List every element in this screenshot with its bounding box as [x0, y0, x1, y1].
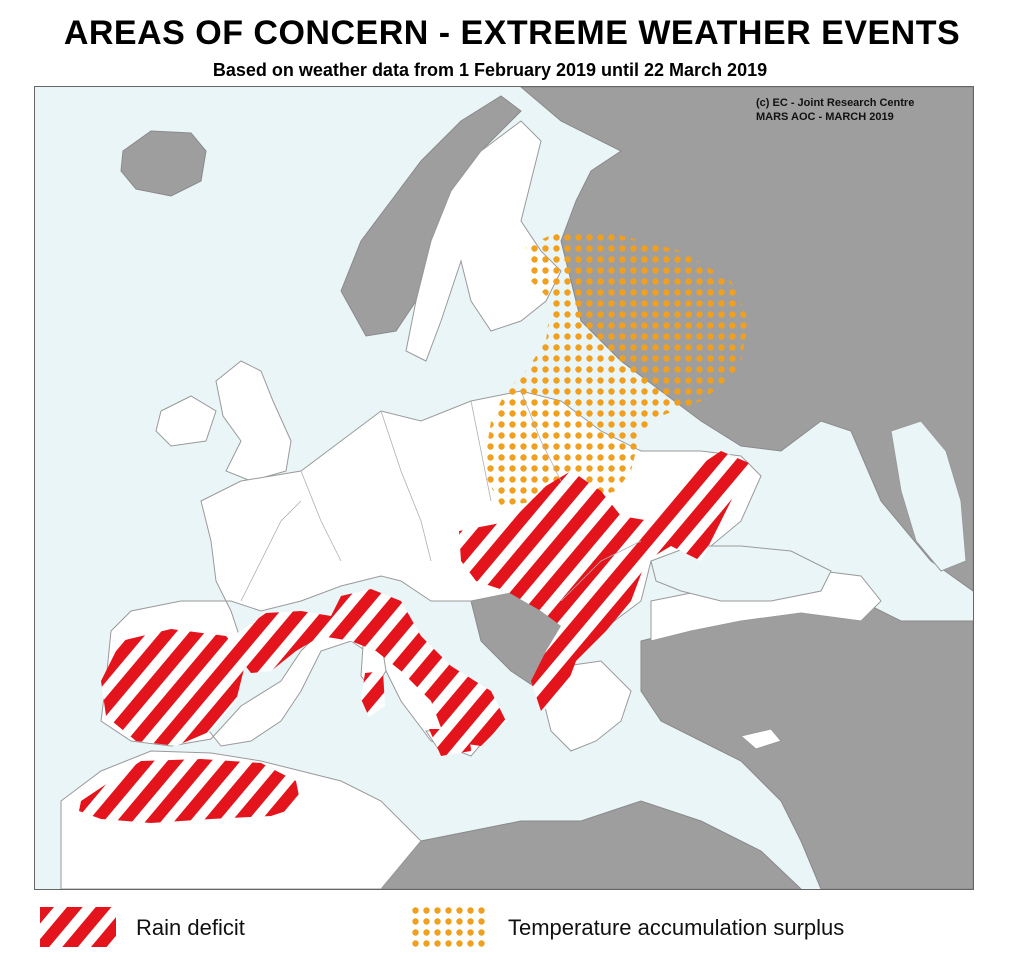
borders [240, 390, 642, 602]
black-sea [650, 545, 832, 602]
map-canvas [35, 87, 973, 889]
temperature-surplus-area [483, 231, 749, 506]
credit-line-2: MARS AOC - MARCH 2019 [756, 111, 894, 123]
caspian-sea [890, 420, 967, 572]
map-credit: (c) EC - Joint Research Centre MARS AOC … [756, 96, 914, 124]
map-subtitle: Based on weather data from 1 February 20… [212, 60, 768, 80]
europe-map[interactable] [34, 86, 974, 890]
legend-rain-deficit: Rain deficit [40, 905, 340, 951]
legend-temperature-surplus: Temperature accumulation surplus [410, 905, 930, 951]
rain-deficit-areas [79, 451, 749, 823]
temperature-surplus-swatch [410, 907, 486, 947]
rain-deficit-swatch [40, 907, 116, 947]
non-eu-land [120, 87, 973, 889]
temperature-surplus-label: Temperature accumulation surplus [508, 915, 845, 940]
rain-deficit-label: Rain deficit [136, 915, 245, 940]
map-title: AREAS OF CONCERN - EXTREME WEATHER EVENT… [63, 14, 961, 52]
credit-line-1: (c) EC - Joint Research Centre [756, 97, 915, 109]
